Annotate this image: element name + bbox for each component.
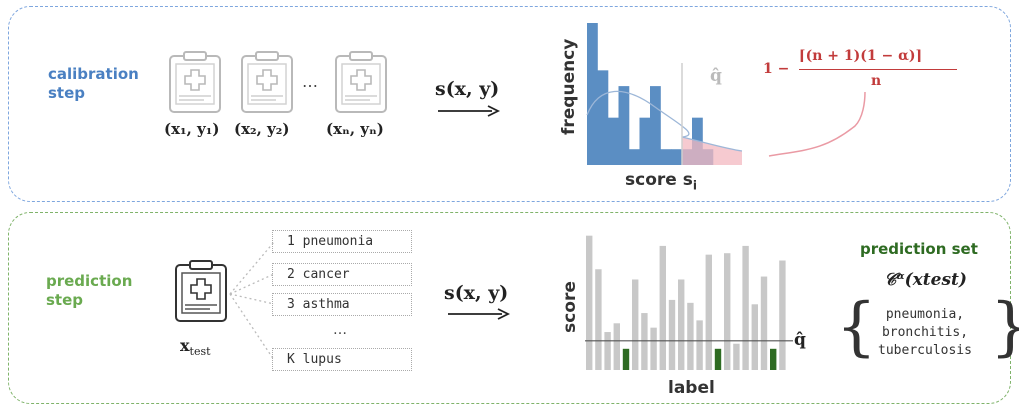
hist-ylabel: frequency xyxy=(559,38,579,135)
selected-score-bar xyxy=(770,348,777,370)
left-brace: { xyxy=(836,290,877,364)
formula-connector xyxy=(768,91,866,157)
score-bar xyxy=(632,279,639,370)
score-bar xyxy=(724,253,731,370)
score-bar xyxy=(779,260,786,370)
score-bar xyxy=(742,245,749,370)
arrow-right-icon xyxy=(448,308,511,320)
histogram-bar xyxy=(629,149,640,165)
score-bar xyxy=(760,276,768,370)
histogram-bar xyxy=(660,149,672,165)
prediction-set-title: prediction set xyxy=(860,240,978,258)
histogram-bar xyxy=(639,117,651,165)
clipboard-icon xyxy=(241,51,293,113)
label-option-1: 1 pneumonia xyxy=(272,230,412,253)
histogram-bar xyxy=(597,70,609,165)
score-bar xyxy=(751,304,758,370)
test-input: xtest xyxy=(180,336,211,359)
score-bar xyxy=(696,320,703,370)
right-brace: } xyxy=(990,292,1019,362)
set-item: bronchitis, xyxy=(881,325,969,340)
hist-xlabel: score si xyxy=(625,170,697,193)
pair-1: (x₁, y₁) xyxy=(164,120,220,138)
density-curve xyxy=(586,90,743,152)
prediction-panel xyxy=(8,212,1011,404)
histogram-bar xyxy=(618,86,630,165)
score-bar xyxy=(659,245,666,370)
set-item: pneumonia, xyxy=(885,307,965,322)
score-bar xyxy=(650,327,657,370)
clipboard-icon xyxy=(169,51,221,113)
tail-area xyxy=(682,137,742,165)
score-bar xyxy=(705,254,712,370)
selected-score-bar xyxy=(622,348,630,370)
score-bar xyxy=(613,323,620,370)
histogram-bar xyxy=(587,23,598,165)
calibration-panel xyxy=(8,6,1011,202)
label-option-2: 2 cancer xyxy=(272,263,412,286)
pair-2: (x₂, y₂) xyxy=(234,120,290,138)
arrow-right-icon xyxy=(438,105,501,117)
prediction-score-chart xyxy=(585,235,793,370)
labels-ellipsis: … xyxy=(333,322,347,338)
score-bar xyxy=(687,302,694,370)
prediction-set-formula: 𝒞ᵅ(xtest) xyxy=(884,270,967,290)
score-bar xyxy=(678,279,685,370)
clipboard-icon xyxy=(175,260,227,322)
score-bar xyxy=(586,235,593,370)
label-fan-lines xyxy=(229,241,275,361)
prediction-step-label: prediction step xyxy=(46,272,133,309)
set-item: tuberculosis xyxy=(878,343,972,358)
qhat-label-calibration: q̂ xyxy=(710,66,722,86)
histogram-bar xyxy=(650,86,661,165)
calibration-step-label: calibration step xyxy=(48,65,139,102)
score-bar xyxy=(595,269,602,370)
calibration-histogram xyxy=(586,23,743,165)
score-ylabel: score xyxy=(560,281,580,333)
label-option-3: 3 asthma xyxy=(272,293,412,316)
qhat-label-prediction: q̂ xyxy=(794,330,806,350)
score-function-calibration: s(x, y) xyxy=(435,78,500,100)
selected-score-bar xyxy=(714,348,722,370)
fraction-bar xyxy=(799,69,957,70)
label-option-k: K lupus xyxy=(272,348,412,371)
clipboard-icon xyxy=(335,51,387,113)
histogram-bar xyxy=(671,149,682,165)
histogram-bar xyxy=(608,117,619,165)
score-function-prediction: s(x, y) xyxy=(444,282,509,304)
score-bar xyxy=(668,299,676,370)
prediction-set-items: pneumonia, bronchitis, tuberculosis xyxy=(860,306,990,360)
score-xlabel: label xyxy=(668,378,715,398)
score-bar xyxy=(733,343,740,370)
pair-n: (xₙ, yₙ) xyxy=(326,120,384,138)
score-bar xyxy=(641,313,648,370)
score-bar xyxy=(604,332,611,370)
clipboard-ellipsis: … xyxy=(302,72,318,91)
